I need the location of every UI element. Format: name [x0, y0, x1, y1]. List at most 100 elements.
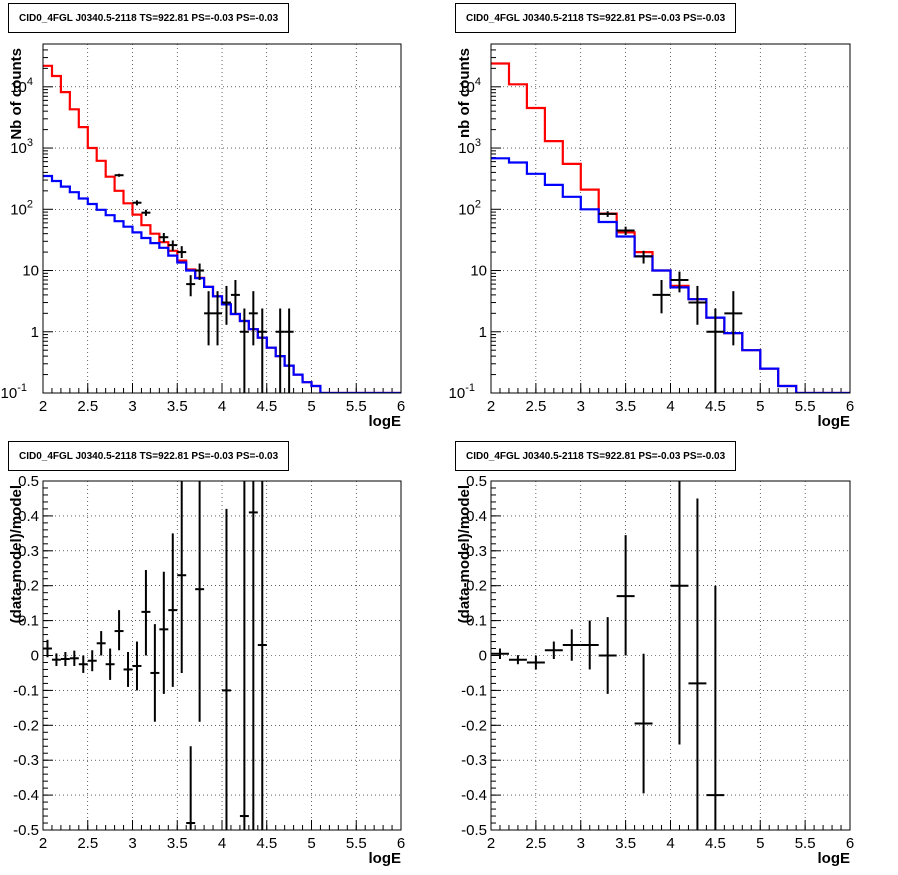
y-tick-label: -0.3	[13, 752, 39, 769]
x-tick-label: 5.5	[795, 398, 816, 415]
residual-point	[616, 535, 635, 656]
x-tick-label: 5	[756, 398, 764, 415]
y-tick-label: 0.2	[466, 578, 487, 595]
residual-point	[562, 629, 581, 661]
x-tick-label: 3	[128, 835, 136, 852]
residual-point	[159, 571, 169, 694]
y-axis-label: nb of counts	[456, 48, 473, 138]
data-point	[213, 291, 222, 346]
y-tick-label: 102	[458, 198, 481, 218]
x-axis-label: logE	[818, 413, 851, 430]
x-tick-label: 2	[487, 398, 495, 415]
model-histogram-red	[43, 64, 401, 393]
residual-point	[670, 481, 689, 745]
plot-frame	[42, 43, 402, 394]
x-tick-label: 5	[307, 398, 315, 415]
data-point	[195, 263, 205, 281]
x-tick-label: 4	[218, 835, 226, 852]
residual-point	[526, 655, 545, 670]
data-point	[724, 291, 743, 346]
residual-point	[248, 481, 258, 830]
residual-point	[43, 639, 52, 658]
residual-point	[114, 610, 124, 651]
panel-title-1: CID0_4FGL J0340.5-2118 TS=922.81 PS=-0.0…	[455, 3, 737, 33]
y-tick-label: 10-1	[449, 382, 475, 402]
y-tick-label: 0	[479, 648, 487, 665]
y-axis-label: (data-model)/model	[456, 485, 473, 623]
residual-point	[688, 498, 707, 830]
residual-point	[186, 746, 196, 830]
data-point	[616, 226, 635, 236]
data-point	[186, 275, 196, 297]
x-tick-label: 2.5	[77, 398, 98, 415]
residual-point	[508, 655, 527, 665]
x-tick-label: 3	[577, 835, 585, 852]
y-tick-label: 0.2	[18, 578, 39, 595]
y-tick-label: -0.4	[461, 787, 487, 804]
y-tick-label: 1	[479, 324, 487, 341]
y-tick-label: 103	[458, 137, 481, 157]
residual-point	[222, 508, 231, 830]
y-tick-label: -0.1	[461, 682, 487, 699]
y-tick-label: 0.4	[18, 508, 39, 525]
x-tick-label: 3.5	[167, 398, 188, 415]
x-tick-label: 2.5	[77, 835, 98, 852]
x-tick-label: 6	[397, 835, 405, 852]
y-tick-label: 10	[22, 263, 39, 280]
y-tick-label: 102	[10, 198, 33, 218]
panel-title-2: CID0_4FGL J0340.5-2118 TS=922.81 PS=-0.0…	[8, 441, 290, 471]
y-tick-label: -0.1	[13, 682, 39, 699]
residual-point	[132, 641, 142, 691]
residual-point	[491, 648, 509, 659]
y-tick-label: 103	[10, 137, 33, 157]
x-tick-label: 2	[487, 835, 495, 852]
residual-point	[544, 641, 563, 659]
data-point	[230, 280, 240, 314]
x-tick-label: 2.5	[525, 835, 546, 852]
data-point	[284, 308, 294, 393]
x-axis-label: logE	[369, 850, 402, 867]
data-point	[177, 246, 187, 259]
residual-point	[239, 481, 249, 830]
data-point	[688, 285, 707, 325]
y-tick-label: 0.5	[18, 473, 39, 490]
x-tick-label: 4.5	[705, 398, 726, 415]
residual-point	[195, 481, 205, 722]
data-point	[670, 271, 689, 293]
x-tick-label: 5.5	[346, 835, 367, 852]
residual-point	[580, 620, 599, 670]
y-tick-label: 1	[31, 324, 39, 341]
x-tick-label: 3	[128, 398, 136, 415]
x-tick-label: 5	[756, 835, 764, 852]
data-point	[159, 232, 169, 243]
model-histogram-blue	[491, 157, 850, 393]
x-tick-label: 4	[218, 398, 226, 415]
y-tick-label: -0.2	[461, 717, 487, 734]
panel-title-0: CID0_4FGL J0340.5-2118 TS=922.81 PS=-0.0…	[8, 3, 290, 33]
plot-data	[491, 481, 725, 830]
residual-point	[706, 585, 725, 830]
x-tick-label: 5	[307, 835, 315, 852]
y-axis-label: (data-model)/model	[8, 485, 25, 623]
x-axis-label: logE	[369, 413, 402, 430]
residual-point	[96, 631, 106, 656]
plot-frame	[490, 480, 851, 831]
data-point	[598, 211, 617, 217]
residual-point	[634, 653, 653, 794]
y-tick-label: 0.4	[466, 508, 487, 525]
residual-point	[168, 533, 178, 687]
x-tick-label: 3.5	[615, 398, 636, 415]
data-point	[257, 308, 267, 393]
model-histogram-blue	[43, 174, 401, 393]
x-tick-label: 3.5	[167, 835, 188, 852]
residual-point	[598, 617, 617, 694]
y-tick-label: -0.3	[461, 752, 487, 769]
y-tick-label: 104	[10, 76, 33, 96]
data-point	[634, 250, 653, 264]
y-tick-label: 0.1	[466, 613, 487, 630]
x-tick-label: 4.5	[705, 835, 726, 852]
residual-point	[177, 481, 187, 673]
data-point	[114, 173, 124, 177]
panel-1: 2 2.5 3 3.5 4 4.5 5 5.5 6 10-1 1 10 102 103 104 logE nb …	[449, 43, 854, 430]
